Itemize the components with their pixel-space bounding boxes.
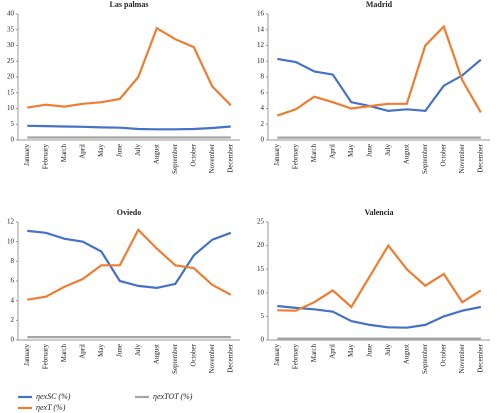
- y-tick-label: 0: [11, 336, 15, 344]
- x-tick-label: July: [134, 144, 142, 156]
- x-tick-label: April: [78, 344, 86, 359]
- y-tick-label: 14: [257, 25, 265, 33]
- x-tick-label: October: [439, 143, 447, 166]
- chart-title: Las palmas: [110, 0, 149, 9]
- legend-label: ηexT (%): [36, 403, 66, 412]
- x-tick-label: November: [458, 143, 466, 173]
- x-tick-label: May: [347, 344, 355, 357]
- y-tick-label: 30: [7, 41, 15, 49]
- series-line: [277, 57, 482, 113]
- y-tick-label: 25: [7, 57, 15, 65]
- y-tick-label: 4: [11, 296, 15, 304]
- x-tick-label: December: [226, 343, 234, 372]
- x-tick-label: June: [115, 144, 123, 157]
- x-tick-label: April: [78, 144, 86, 159]
- y-tick-label: 10: [7, 104, 15, 112]
- x-tick-label: January: [23, 144, 31, 166]
- series-line: [276, 24, 482, 117]
- x-tick-label: August: [402, 144, 410, 164]
- x-tick-label: March: [310, 144, 318, 163]
- x-tick-label: January: [23, 344, 31, 366]
- y-tick-label: 6: [261, 88, 265, 96]
- y-tick-label: 0: [261, 336, 265, 344]
- y-tick-label: 8: [261, 73, 265, 81]
- x-tick-label: October: [189, 143, 197, 166]
- x-tick-label: September: [421, 343, 429, 374]
- series-line: [27, 228, 232, 301]
- y-tick-label: 5: [11, 120, 15, 128]
- x-tick-label: January: [273, 144, 281, 166]
- x-tick-label: February: [291, 144, 299, 170]
- x-tick-label: April: [328, 144, 336, 159]
- x-tick-label: February: [291, 344, 299, 370]
- x-tick-label: November: [208, 143, 216, 173]
- y-tick-label: 10: [257, 288, 265, 296]
- y-tick-label: 40: [7, 10, 15, 18]
- x-tick-label: June: [365, 344, 373, 357]
- y-tick-label: 10: [257, 57, 265, 65]
- y-tick-label: 4: [261, 104, 265, 112]
- x-tick-label: August: [152, 344, 160, 364]
- x-tick-label: July: [134, 344, 142, 356]
- legend-label: ηexSC (%): [36, 392, 71, 401]
- y-tick-label: 6: [11, 277, 15, 285]
- x-tick-label: October: [189, 343, 197, 366]
- series-line: [277, 304, 482, 329]
- y-tick-label: 20: [7, 73, 15, 81]
- y-tick-label: 25: [257, 218, 265, 226]
- legend-label: ηexTOT (%): [153, 392, 193, 401]
- x-tick-label: June: [365, 144, 373, 157]
- series-line: [27, 124, 231, 131]
- y-tick-label: 16: [257, 10, 265, 18]
- y-tick-label: 5: [261, 312, 265, 320]
- y-tick-label: 20: [257, 241, 265, 249]
- chart-title: Oviedo: [117, 208, 141, 217]
- x-tick-label: September: [171, 343, 179, 374]
- x-tick-label: July: [384, 144, 392, 156]
- x-tick-label: September: [421, 143, 429, 174]
- x-tick-label: February: [41, 344, 49, 370]
- y-tick-label: 0: [11, 136, 15, 144]
- x-tick-label: June: [115, 344, 123, 357]
- y-tick-label: 15: [257, 265, 265, 273]
- x-tick-label: November: [458, 343, 466, 373]
- chart-title: Valencia: [364, 208, 393, 217]
- x-tick-label: July: [384, 344, 392, 356]
- y-tick-label: 35: [7, 25, 15, 33]
- y-tick-label: 2: [11, 316, 15, 324]
- series-line: [27, 26, 232, 109]
- x-tick-label: November: [208, 343, 216, 373]
- x-tick-label: December: [476, 343, 484, 372]
- x-tick-label: March: [60, 344, 68, 363]
- x-tick-label: May: [347, 144, 355, 157]
- chart-title: Madrid: [366, 0, 393, 9]
- x-tick-label: February: [41, 144, 49, 170]
- y-tick-label: 15: [7, 88, 15, 96]
- x-tick-label: December: [226, 143, 234, 172]
- x-tick-label: September: [171, 143, 179, 174]
- x-tick-label: October: [439, 343, 447, 366]
- series-line: [277, 243, 482, 312]
- x-tick-label: March: [310, 344, 318, 363]
- x-tick-label: March: [60, 144, 68, 163]
- x-tick-label: August: [402, 344, 410, 364]
- y-tick-label: 12: [7, 218, 15, 226]
- x-tick-label: August: [152, 144, 160, 164]
- x-tick-label: May: [97, 344, 105, 357]
- x-tick-label: May: [97, 144, 105, 157]
- series-line: [27, 229, 232, 290]
- x-tick-label: April: [328, 344, 336, 359]
- y-tick-label: 2: [261, 120, 265, 128]
- y-tick-label: 10: [7, 237, 15, 245]
- y-tick-label: 12: [257, 41, 265, 49]
- x-tick-label: December: [476, 143, 484, 172]
- y-tick-label: 0: [261, 136, 265, 144]
- y-tick-label: 8: [11, 257, 15, 265]
- x-tick-label: January: [273, 344, 281, 366]
